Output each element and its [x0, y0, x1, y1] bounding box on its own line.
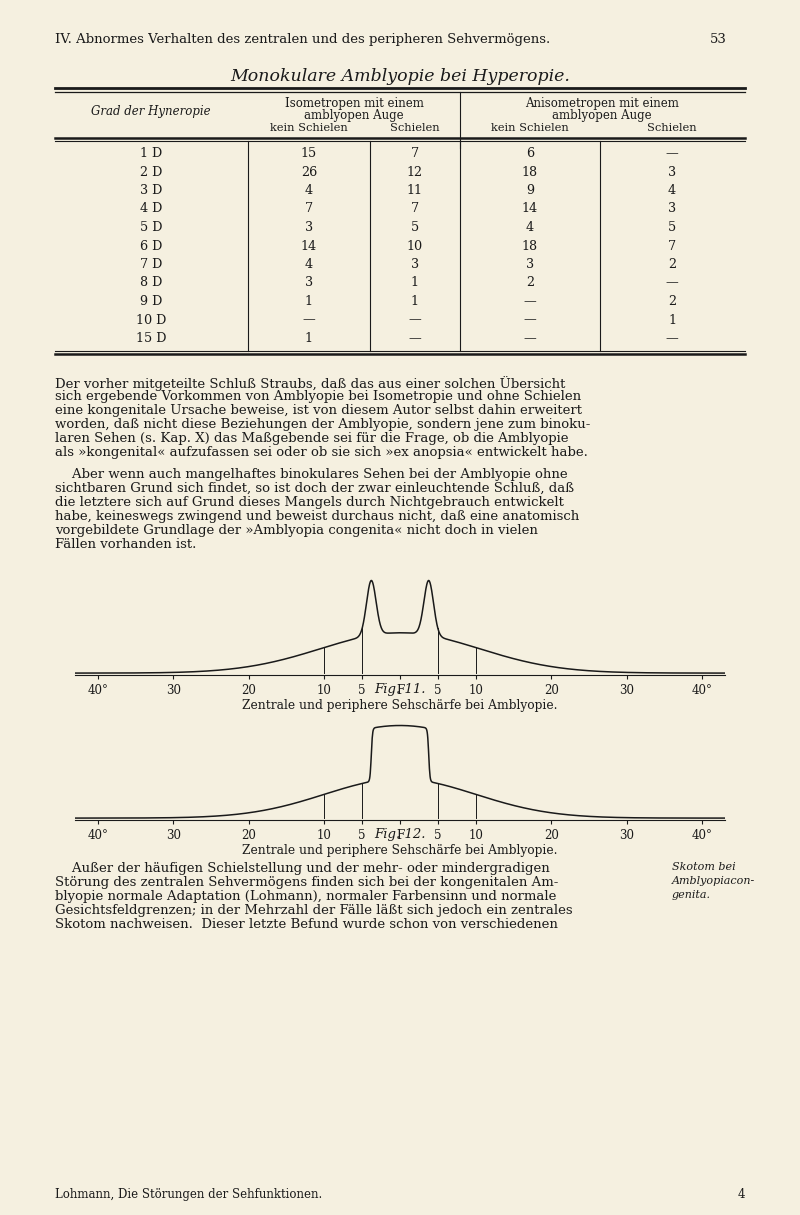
Text: 18: 18 — [522, 239, 538, 253]
Text: —: — — [666, 147, 678, 160]
Text: habe, keineswegs zwingend und beweist durchaus nicht, daß eine anatomisch: habe, keineswegs zwingend und beweist du… — [55, 510, 579, 522]
Text: Aber wenn auch mangelhaftes binokulares Sehen bei der Amblyopie ohne: Aber wenn auch mangelhaftes binokulares … — [55, 468, 568, 481]
Text: 6: 6 — [526, 147, 534, 160]
Text: 7: 7 — [411, 203, 419, 215]
Text: 3: 3 — [305, 221, 313, 234]
Text: Anisometropen mit einem: Anisometropen mit einem — [525, 97, 679, 111]
Text: Grad der Hyneropie: Grad der Hyneropie — [91, 104, 211, 118]
Text: Fig. 11.: Fig. 11. — [374, 683, 426, 696]
Text: 7: 7 — [411, 147, 419, 160]
Text: Der vorher mitgeteilte Schluß Straubs, daß das aus einer solchen Übersicht: Der vorher mitgeteilte Schluß Straubs, d… — [55, 375, 566, 391]
Text: 7: 7 — [668, 239, 676, 253]
Text: kein Schielen: kein Schielen — [491, 123, 569, 132]
Text: Fig. 12.: Fig. 12. — [374, 827, 426, 841]
Text: 10: 10 — [407, 239, 423, 253]
Text: 14: 14 — [301, 239, 317, 253]
Text: vorgebildete Grundlage der »Amblyopia congenita« nicht doch in vielen: vorgebildete Grundlage der »Amblyopia co… — [55, 524, 538, 537]
Text: 12: 12 — [407, 165, 423, 179]
Text: eine kongenitale Ursache beweise, ist von diesem Autor selbst dahin erweitert: eine kongenitale Ursache beweise, ist vo… — [55, 405, 582, 417]
Text: 18: 18 — [522, 165, 538, 179]
Text: 2: 2 — [668, 295, 676, 307]
Text: Lohmann, Die Störungen der Sehfunktionen.: Lohmann, Die Störungen der Sehfunktionen… — [55, 1188, 322, 1200]
Text: 53: 53 — [710, 33, 727, 46]
Text: 7 D: 7 D — [140, 258, 162, 271]
Text: —: — — [409, 332, 422, 345]
Text: IV. Abnormes Verhalten des zentralen und des peripheren Sehvermögens.: IV. Abnormes Verhalten des zentralen und… — [55, 33, 550, 46]
Text: worden, daß nicht diese Beziehungen der Amblyopie, sondern jene zum binoku-: worden, daß nicht diese Beziehungen der … — [55, 418, 590, 431]
Text: Schielen: Schielen — [647, 123, 697, 132]
Text: 26: 26 — [301, 165, 317, 179]
Text: Skotom nachweisen.  Dieser letzte Befund wurde schon von verschiedenen: Skotom nachweisen. Dieser letzte Befund … — [55, 919, 558, 931]
Text: 3: 3 — [411, 258, 419, 271]
Text: 9 D: 9 D — [140, 295, 162, 307]
Text: 3: 3 — [668, 203, 676, 215]
Text: 4: 4 — [668, 183, 676, 197]
Text: 1: 1 — [411, 295, 419, 307]
Text: 1: 1 — [411, 277, 419, 289]
Text: Außer der häufigen Schielstellung und der mehr- oder mindergradigen: Außer der häufigen Schielstellung und de… — [55, 861, 550, 875]
Text: Monokulare Amblyopie bei Hyperopie.: Monokulare Amblyopie bei Hyperopie. — [230, 68, 570, 85]
Text: 9: 9 — [526, 183, 534, 197]
Text: Fällen vorhanden ist.: Fällen vorhanden ist. — [55, 538, 196, 550]
Text: amblyopen Auge: amblyopen Auge — [552, 109, 652, 122]
Text: Zentrale und periphere Sehschärfe bei Amblyopie.: Zentrale und periphere Sehschärfe bei Am… — [242, 699, 558, 712]
Text: 3: 3 — [668, 165, 676, 179]
Text: 14: 14 — [522, 203, 538, 215]
Text: Amblyopiacon-: Amblyopiacon- — [672, 876, 755, 886]
Text: —: — — [524, 332, 536, 345]
Text: 7: 7 — [305, 203, 313, 215]
Text: 2 D: 2 D — [140, 165, 162, 179]
Text: 6 D: 6 D — [140, 239, 162, 253]
Text: Gesichtsfeldgrenzen; in der Mehrzahl der Fälle läßt sich jedoch ein zentrales: Gesichtsfeldgrenzen; in der Mehrzahl der… — [55, 904, 573, 917]
Text: kein Schielen: kein Schielen — [270, 123, 348, 132]
Text: 4: 4 — [305, 183, 313, 197]
Text: laren Sehen (s. Kap. X) das Maßgebende sei für die Frage, ob die Amblyopie: laren Sehen (s. Kap. X) das Maßgebende s… — [55, 433, 569, 445]
Text: 1: 1 — [668, 313, 676, 327]
Text: 4 D: 4 D — [140, 203, 162, 215]
Text: blyopie normale Adaptation (Lohmann), normaler Farbensinn und normale: blyopie normale Adaptation (Lohmann), no… — [55, 891, 556, 903]
Text: sichtbaren Grund sich findet, so ist doch der zwar einleuchtende Schluß, daß: sichtbaren Grund sich findet, so ist doc… — [55, 482, 574, 495]
Text: 3 D: 3 D — [140, 183, 162, 197]
Text: genita.: genita. — [672, 891, 711, 900]
Text: —: — — [302, 313, 315, 327]
Text: 5: 5 — [411, 221, 419, 234]
Text: 15 D: 15 D — [136, 332, 166, 345]
Text: amblyopen Auge: amblyopen Auge — [304, 109, 404, 122]
Text: —: — — [524, 295, 536, 307]
Text: 1: 1 — [305, 332, 313, 345]
Text: Skotom bei: Skotom bei — [672, 861, 736, 872]
Text: 2: 2 — [526, 277, 534, 289]
Text: —: — — [524, 313, 536, 327]
Text: als »kongenital« aufzufassen sei oder ob sie sich »ex anopsia« entwickelt habe.: als »kongenital« aufzufassen sei oder ob… — [55, 446, 588, 459]
Text: 11: 11 — [407, 183, 423, 197]
Text: Isometropen mit einem: Isometropen mit einem — [285, 97, 423, 111]
Text: —: — — [409, 313, 422, 327]
Text: 5: 5 — [668, 221, 676, 234]
Text: —: — — [666, 332, 678, 345]
Text: 5 D: 5 D — [140, 221, 162, 234]
Text: 4: 4 — [305, 258, 313, 271]
Text: 15: 15 — [301, 147, 317, 160]
Text: sich ergebende Vorkommen von Amblyopie bei Isometropie und ohne Schielen: sich ergebende Vorkommen von Amblyopie b… — [55, 390, 581, 403]
Text: 1 D: 1 D — [140, 147, 162, 160]
Text: 4: 4 — [526, 221, 534, 234]
Text: 3: 3 — [526, 258, 534, 271]
Text: Zentrale und periphere Sehschärfe bei Amblyopie.: Zentrale und periphere Sehschärfe bei Am… — [242, 844, 558, 857]
Text: Schielen: Schielen — [390, 123, 440, 132]
Text: 8 D: 8 D — [140, 277, 162, 289]
Text: Störung des zentralen Sehvermögens finden sich bei der kongenitalen Am-: Störung des zentralen Sehvermögens finde… — [55, 876, 558, 889]
Text: 3: 3 — [305, 277, 313, 289]
Text: —: — — [666, 277, 678, 289]
Text: 4: 4 — [738, 1188, 745, 1200]
Text: 2: 2 — [668, 258, 676, 271]
Text: die letztere sich auf Grund dieses Mangels durch Nichtgebrauch entwickelt: die letztere sich auf Grund dieses Mange… — [55, 496, 564, 509]
Text: 1: 1 — [305, 295, 313, 307]
Text: 10 D: 10 D — [136, 313, 166, 327]
